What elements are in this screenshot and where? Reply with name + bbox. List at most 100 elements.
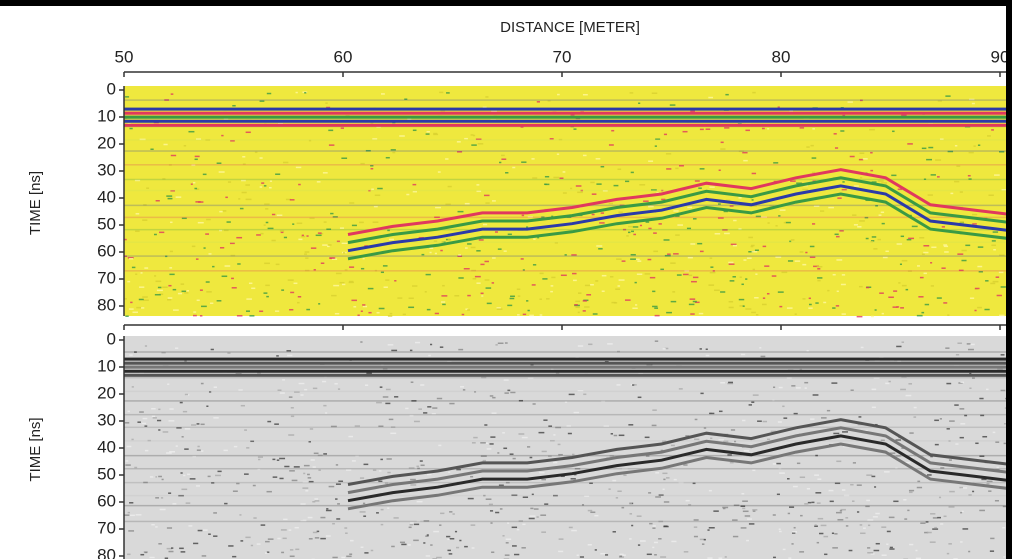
texture-speck [460, 386, 464, 388]
texture-speck [869, 129, 875, 131]
texture-speck [569, 527, 573, 529]
texture-speck [265, 208, 268, 210]
texture-speck [882, 554, 887, 556]
texture-speck [136, 514, 142, 516]
texture-speck [845, 517, 848, 519]
texture-speck [471, 524, 476, 526]
texture-speck [139, 299, 144, 301]
chart-title: DISTANCE [METER] [500, 19, 640, 36]
texture-speck [751, 246, 754, 248]
texture-speck [346, 469, 351, 471]
texture-speck [600, 553, 605, 555]
texture-speck [775, 225, 777, 227]
texture-speck [464, 268, 470, 270]
texture-speck [193, 182, 195, 184]
texture-speck [249, 315, 254, 317]
texture-speck [523, 497, 528, 499]
texture-speck [834, 133, 837, 135]
texture-speck [363, 258, 365, 260]
texture-speck [427, 534, 429, 536]
texture-speck [376, 402, 382, 404]
texture-speck [854, 224, 858, 226]
texture-speck [940, 523, 943, 525]
texture-speck [343, 252, 345, 254]
texture-speck [867, 547, 870, 549]
texture-speck [974, 310, 976, 312]
texture-speck [446, 92, 450, 94]
frame-top [0, 0, 1012, 6]
texture-speck [125, 315, 128, 317]
texture-speck [521, 258, 524, 260]
texture-speck [378, 481, 382, 483]
texture-speck [435, 253, 437, 255]
texture-speck [949, 420, 955, 422]
texture-speck [714, 290, 720, 292]
y-tick-label: 50 [97, 214, 116, 233]
texture-speck [655, 145, 657, 147]
texture-speck [700, 129, 704, 131]
texture-speck [800, 127, 804, 129]
texture-speck [861, 347, 864, 349]
texture-speck [409, 527, 412, 529]
texture-speck [968, 175, 971, 177]
texture-speck [227, 221, 231, 223]
texture-speck [792, 531, 797, 533]
texture-speck [341, 557, 345, 559]
texture-band [124, 414, 1012, 416]
texture-speck [817, 542, 819, 544]
texture-speck [183, 475, 185, 477]
y-tick-label: 10 [97, 356, 116, 375]
texture-speck [458, 211, 464, 213]
texture-speck [323, 172, 328, 174]
texture-speck [197, 423, 200, 425]
texture-speck [416, 466, 419, 468]
texture-speck [505, 342, 508, 344]
texture-speck [310, 428, 313, 430]
texture-speck [684, 551, 689, 553]
texture-speck [360, 341, 362, 343]
texture-speck [269, 187, 272, 189]
texture-speck [448, 186, 452, 188]
texture-band [124, 455, 1012, 457]
texture-speck [937, 297, 942, 299]
texture-speck [292, 223, 294, 225]
texture-speck [458, 349, 463, 351]
texture-speck [169, 267, 172, 269]
texture-speck [1003, 556, 1005, 558]
texture-speck [530, 508, 533, 510]
texture-speck [357, 315, 359, 317]
texture-speck [852, 500, 855, 502]
texture-speck [260, 233, 263, 235]
texture-speck [410, 350, 412, 352]
texture-band [124, 391, 1012, 393]
texture-band [124, 190, 1012, 192]
texture-speck [809, 298, 811, 300]
texture-band [124, 205, 1012, 207]
texture-speck [595, 549, 597, 551]
texture-speck [387, 458, 392, 460]
texture-speck [886, 543, 888, 545]
texture-speck [225, 265, 231, 267]
texture-speck [173, 289, 177, 291]
y-tick-label: 70 [97, 518, 116, 537]
texture-speck [787, 307, 793, 309]
texture-speck [329, 486, 335, 488]
texture-speck [993, 432, 996, 434]
texture-speck [290, 549, 293, 551]
texture-speck [908, 383, 912, 385]
texture-speck [892, 131, 895, 133]
texture-speck [486, 498, 492, 500]
texture-band [124, 139, 1012, 141]
texture-speck [521, 161, 526, 163]
texture-speck [778, 215, 780, 217]
texture-speck [870, 170, 873, 172]
texture-speck [512, 545, 517, 547]
texture-speck [187, 290, 189, 292]
texture-speck [297, 302, 299, 304]
texture-speck [689, 275, 692, 277]
texture-speck [128, 530, 134, 532]
texture-speck [282, 379, 285, 381]
texture-speck [725, 556, 727, 558]
texture-speck [690, 243, 695, 245]
texture-speck [430, 344, 432, 346]
